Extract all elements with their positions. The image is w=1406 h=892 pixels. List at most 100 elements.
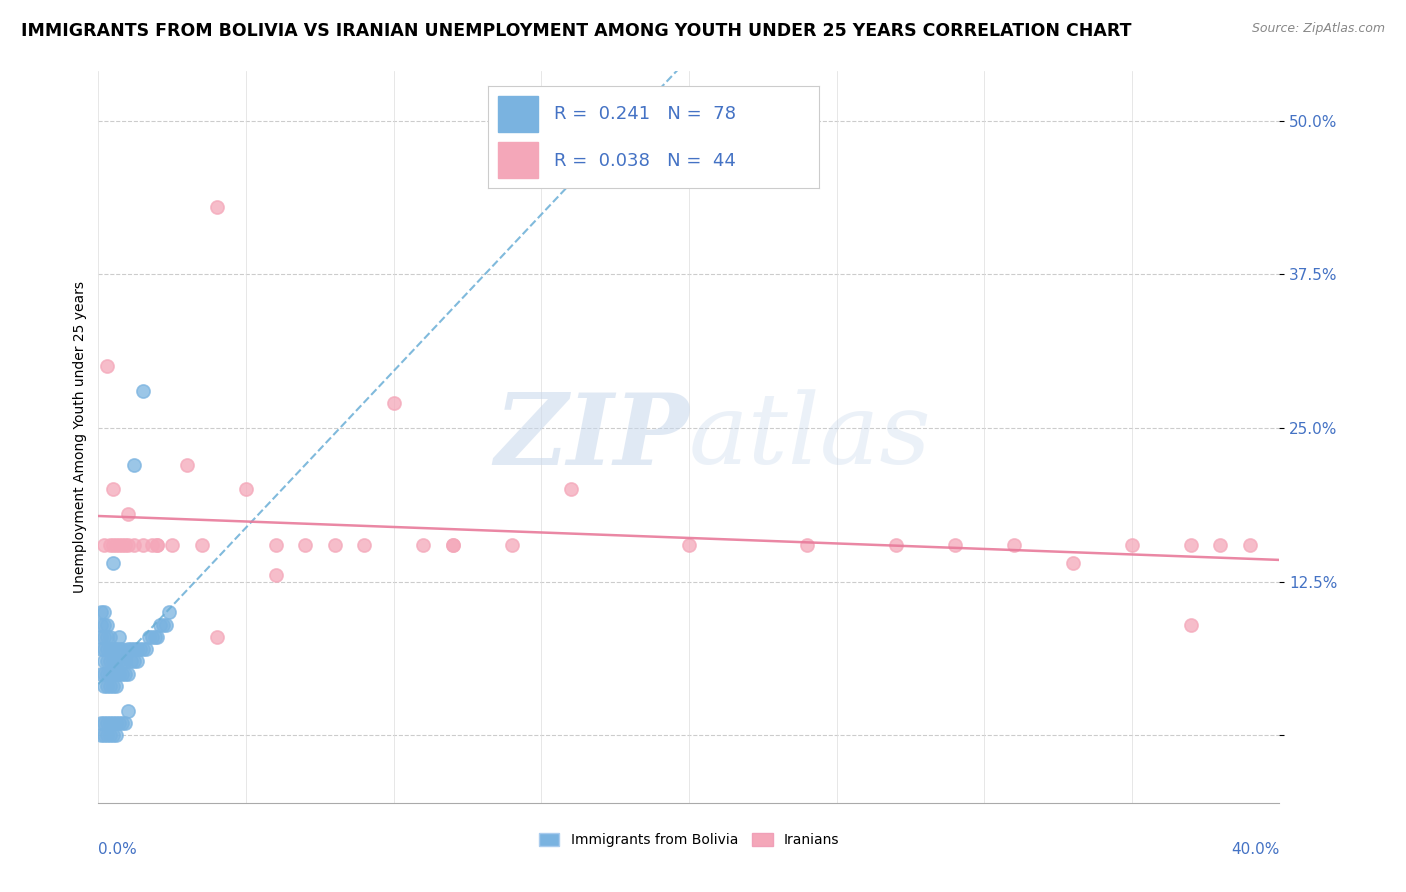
Point [105, 655, 128, 669]
Point [149, 617, 172, 632]
Point [103, 655, 125, 669]
Point [93, 630, 115, 644]
Point [1062, 556, 1084, 570]
Point [155, 617, 177, 632]
Point [90, 728, 112, 742]
Point [98, 538, 121, 552]
Point [90, 617, 112, 632]
Point [108, 666, 131, 681]
Point [125, 655, 148, 669]
Point [441, 538, 464, 552]
Point [1209, 538, 1232, 552]
Point [138, 630, 160, 644]
Point [90, 715, 112, 730]
Point [122, 655, 145, 669]
Point [96, 655, 118, 669]
Point [146, 538, 169, 552]
Point [98, 642, 121, 657]
Point [96, 359, 118, 374]
Point [98, 666, 121, 681]
Point [125, 642, 148, 657]
Point [441, 538, 464, 552]
Point [128, 642, 150, 657]
Point [1002, 538, 1025, 552]
Point [264, 568, 287, 582]
Point [108, 642, 131, 657]
Point [122, 538, 145, 552]
Text: 40.0%: 40.0% [1232, 842, 1279, 856]
Point [122, 458, 145, 472]
Point [382, 396, 405, 410]
Point [176, 458, 198, 472]
Point [103, 538, 125, 552]
Point [103, 715, 125, 730]
Point [93, 655, 115, 669]
Point [157, 605, 180, 619]
Point [114, 666, 136, 681]
Point [111, 666, 134, 681]
Point [90, 630, 112, 644]
Text: ZIP: ZIP [494, 389, 689, 485]
Point [98, 715, 121, 730]
Point [294, 538, 316, 552]
Point [114, 538, 136, 552]
Point [90, 605, 112, 619]
Point [93, 679, 115, 693]
Point [114, 715, 136, 730]
Point [162, 538, 183, 552]
Point [93, 666, 115, 681]
Point [98, 630, 121, 644]
Point [1239, 538, 1261, 552]
Point [93, 642, 115, 657]
Point [1121, 538, 1143, 552]
Point [96, 666, 118, 681]
Point [93, 538, 115, 552]
Point [117, 507, 139, 521]
Point [205, 200, 228, 214]
Point [412, 538, 434, 552]
Point [146, 630, 169, 644]
Text: Source: ZipAtlas.com: Source: ZipAtlas.com [1251, 22, 1385, 36]
Point [108, 715, 131, 730]
Point [98, 655, 121, 669]
Point [152, 617, 174, 632]
Point [117, 538, 139, 552]
Point [96, 642, 118, 657]
Point [96, 715, 118, 730]
Point [235, 483, 257, 497]
Point [93, 617, 115, 632]
Point [132, 384, 155, 398]
Point [560, 483, 582, 497]
Point [264, 538, 287, 552]
Point [108, 655, 131, 669]
Point [103, 642, 125, 657]
Point [323, 538, 346, 552]
Point [103, 483, 125, 497]
Point [943, 538, 966, 552]
Point [111, 655, 134, 669]
Point [93, 728, 115, 742]
Point [105, 679, 128, 693]
Point [111, 538, 134, 552]
Point [141, 538, 163, 552]
Point [111, 715, 134, 730]
Point [103, 679, 125, 693]
Point [117, 666, 139, 681]
Point [1180, 617, 1202, 632]
Point [105, 538, 128, 552]
Text: atlas: atlas [689, 390, 932, 484]
Point [191, 538, 214, 552]
Legend: Immigrants from Bolivia, Iranians: Immigrants from Bolivia, Iranians [531, 827, 846, 855]
Point [884, 538, 907, 552]
Point [111, 642, 134, 657]
Point [135, 642, 157, 657]
Point [117, 642, 139, 657]
Point [141, 630, 163, 644]
Point [90, 642, 112, 657]
Point [146, 538, 169, 552]
Point [96, 617, 118, 632]
Point [103, 728, 125, 742]
Point [353, 538, 375, 552]
Point [114, 655, 136, 669]
Point [96, 679, 118, 693]
